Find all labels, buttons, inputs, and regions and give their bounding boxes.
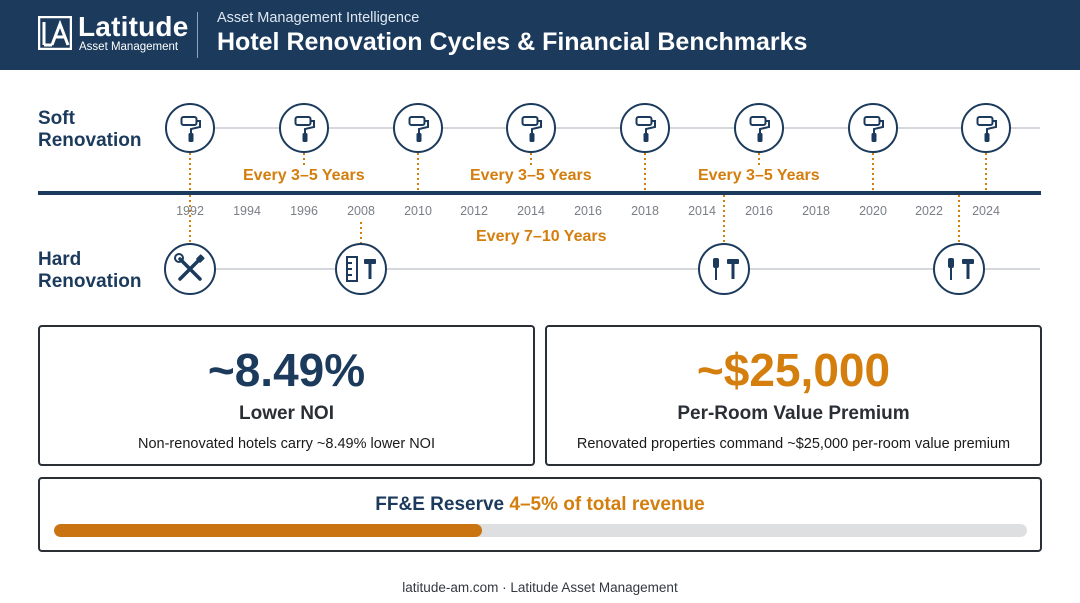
year-label: 2016 xyxy=(745,204,773,218)
year-label: 2012 xyxy=(460,204,488,218)
paint-roller-icon xyxy=(165,103,215,153)
header-divider xyxy=(197,12,198,58)
footer-text: latitude-am.com · Latitude Asset Managem… xyxy=(402,580,678,595)
paint-roller-icon xyxy=(961,103,1011,153)
ffe-reserve-title: FF&E Reserve 4–5% of total revenue xyxy=(40,494,1040,516)
ffe-reserve-progress-fill xyxy=(54,524,483,537)
noi-value: ~8.49% xyxy=(207,344,366,396)
soft-renovation-label: Soft Renovation xyxy=(38,108,142,151)
year-label: 2022 xyxy=(915,204,943,218)
year-label: 2010 xyxy=(404,204,432,218)
ffe-reserve-range: 4–5% of total revenue xyxy=(509,494,705,515)
ffe-reserve-label: FF&E Reserve xyxy=(375,494,505,515)
year-label: 1992 xyxy=(176,204,204,218)
paint-roller-icon xyxy=(848,103,898,153)
soft-cycle-label: Every 3–5 Years xyxy=(243,167,365,184)
paint-roller-icon xyxy=(734,103,784,153)
year-label: 2018 xyxy=(802,204,830,218)
value-premium-card: ~$25,000 Per-Room Value Premium Renovate… xyxy=(545,325,1042,466)
ffe-reserve-card: FF&E Reserve 4–5% of total revenue xyxy=(38,477,1042,552)
hard-renovation-label: Hard Renovation xyxy=(38,249,142,292)
soft-cycle-label: Every 3–5 Years xyxy=(470,167,592,184)
header-bar: Latitude Asset Management Asset Manageme… xyxy=(0,0,1080,70)
page-title: Hotel Renovation Cycles & Financial Benc… xyxy=(217,28,808,56)
latitude-logo-icon xyxy=(38,16,72,50)
year-label: 2018 xyxy=(631,204,659,218)
year-label: 1994 xyxy=(233,204,261,218)
year-label: 2014 xyxy=(688,204,716,218)
noi-description: Non-renovated hotels carry ~8.49% lower … xyxy=(138,436,435,452)
brand-name: Latitude xyxy=(78,11,189,42)
screwdriver-hammer-icon xyxy=(933,243,985,295)
paint-roller-icon xyxy=(620,103,670,153)
paint-roller-icon xyxy=(279,103,329,153)
lower-noi-card: ~8.49% Lower NOI Non-renovated hotels ca… xyxy=(38,325,535,466)
year-label: 2024 xyxy=(972,204,1000,218)
paint-roller-icon xyxy=(393,103,443,153)
paint-roller-icon xyxy=(506,103,556,153)
year-label: 2008 xyxy=(347,204,375,218)
wrench-screwdriver-icon xyxy=(164,243,216,295)
hard-cycle-label: Every 7–10 Years xyxy=(476,228,607,245)
ruler-hammer-icon xyxy=(335,243,387,295)
renovation-timeline xyxy=(38,103,1041,295)
premium-description: Renovated properties command ~$25,000 pe… xyxy=(576,436,1011,452)
year-label: 2016 xyxy=(574,204,602,218)
year-label: 2014 xyxy=(517,204,545,218)
ffe-reserve-progress-track xyxy=(54,524,1027,537)
year-label: 2020 xyxy=(859,204,887,218)
header-eyebrow: Asset Management Intelligence xyxy=(217,10,420,26)
premium-value: ~$25,000 xyxy=(696,344,891,396)
noi-label: Lower NOI xyxy=(238,403,334,424)
brand-subtitle: Asset Management xyxy=(79,41,179,53)
soft-cycle-label: Every 3–5 Years xyxy=(698,167,820,184)
year-label: 1996 xyxy=(290,204,318,218)
premium-label: Per-Room Value Premium xyxy=(677,403,910,424)
screwdriver-hammer-icon xyxy=(698,243,750,295)
